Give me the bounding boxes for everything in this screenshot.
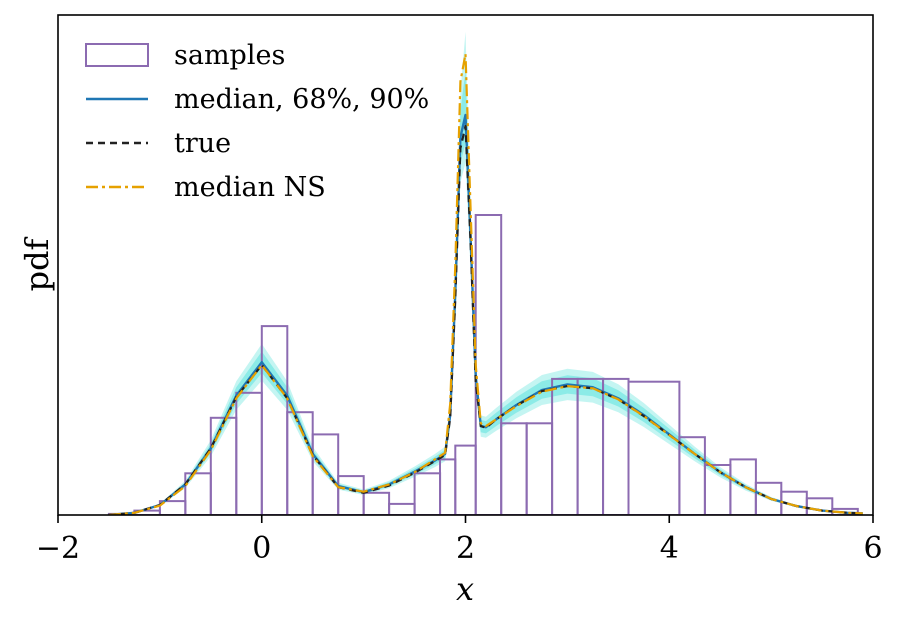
series-lines — [108, 52, 863, 515]
x-tick-label: 2 — [456, 531, 475, 566]
x-tick-label: 4 — [660, 531, 679, 566]
legend-label: median, 68%, 90% — [174, 84, 429, 115]
x-tick-label: 0 — [252, 531, 271, 566]
legend-label: samples — [174, 40, 285, 71]
legend: samples median, 68%, 90% true median NS — [85, 40, 429, 203]
legend-swatch — [85, 43, 149, 67]
legend-item-2: true — [86, 128, 231, 159]
legend-item-1: median, 68%, 90% — [86, 84, 429, 115]
x-tick-label: 6 — [863, 531, 882, 566]
legend-label: median NS — [174, 172, 326, 203]
series-line-median-ns — [108, 52, 863, 515]
legend-label: true — [174, 128, 231, 159]
band-90pct — [108, 31, 863, 515]
legend-item-3: median NS — [86, 172, 326, 203]
x-axis-ticks: −2 0 2 4 6 — [36, 515, 883, 566]
x-axis-label: x — [456, 570, 474, 608]
legend-item-0: samples — [85, 40, 285, 71]
y-axis-label: pdf — [18, 236, 56, 291]
x-tick-label: −2 — [36, 531, 80, 566]
